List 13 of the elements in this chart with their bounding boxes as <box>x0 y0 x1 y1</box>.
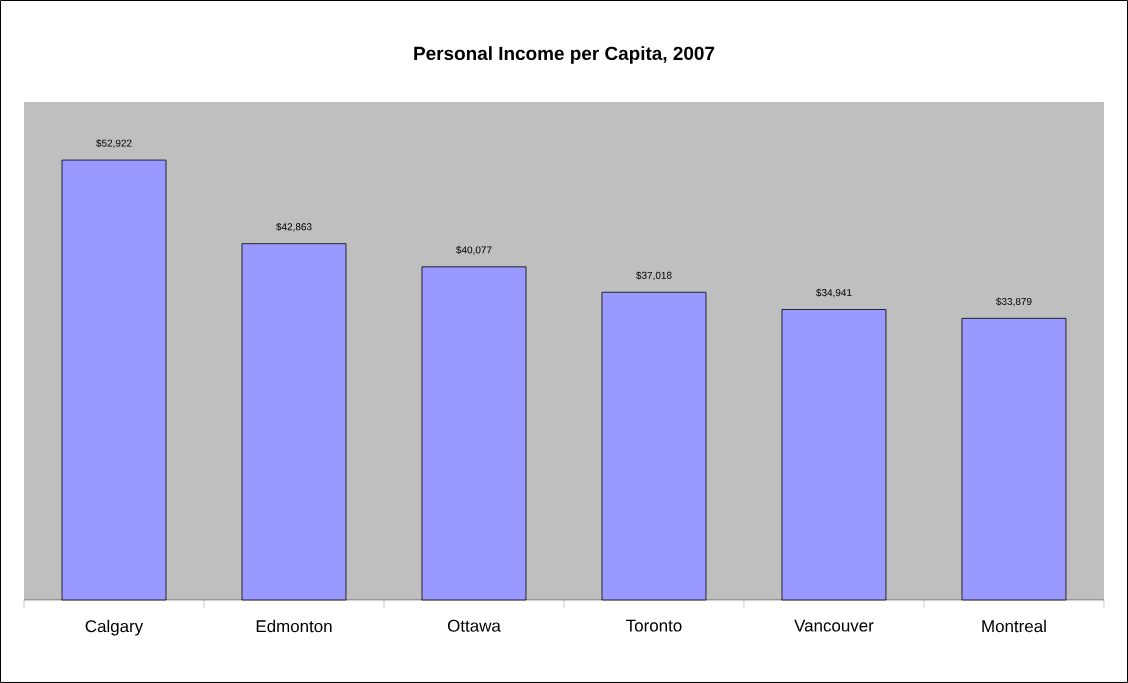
x-tick-label: Edmonton <box>256 619 332 633</box>
x-tick-label: Toronto <box>626 619 682 632</box>
x-tick-label: Montreal <box>982 619 1046 633</box>
data-label: $40,077 <box>456 245 492 255</box>
x-tick-label: Vancouver <box>794 619 874 632</box>
data-label: $33,879 <box>996 297 1032 307</box>
data-label: $34,941 <box>816 288 852 298</box>
x-tick-label: Ottawa <box>447 619 501 632</box>
data-label: $37,018 <box>636 271 672 281</box>
data-label: $52,922 <box>96 139 132 148</box>
data-label: $42,863 <box>276 222 312 232</box>
x-tick-label: Calgary <box>85 619 144 636</box>
chart-title: Personal Income per Capita, 2007 <box>414 46 715 64</box>
